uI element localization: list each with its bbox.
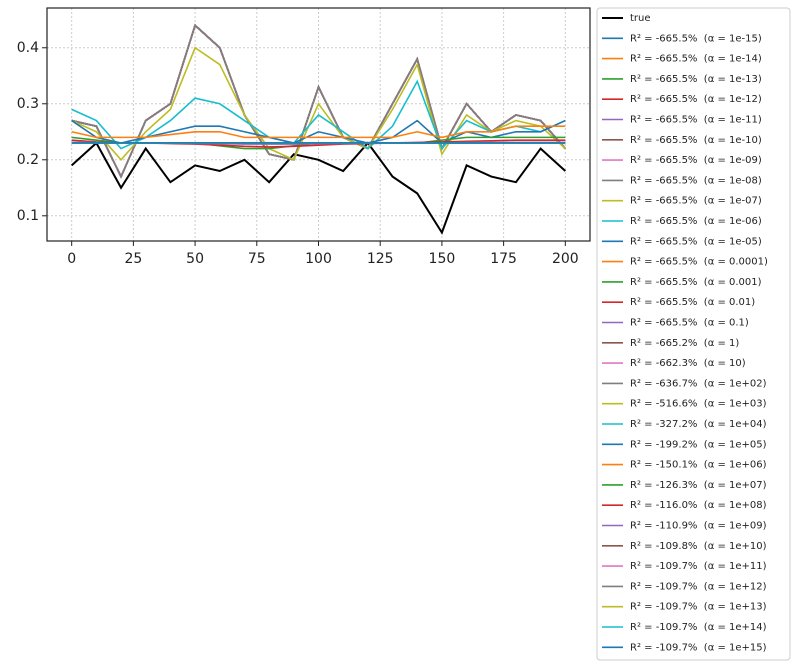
x-tick-label: 100 bbox=[305, 251, 332, 267]
legend-label: R² = -109.7% (α = 1e+12) bbox=[630, 581, 767, 592]
y-tick-label: 0.1 bbox=[17, 208, 39, 224]
legend-label: R² = -665.5% (α = 1e-10) bbox=[630, 135, 762, 146]
legend-label: R² = -636.7% (α = 1e+02) bbox=[630, 378, 767, 389]
legend-label: R² = -665.5% (α = 1e-09) bbox=[630, 155, 762, 166]
legend-label: R² = -665.5% (α = 0.1) bbox=[630, 318, 749, 329]
series-line bbox=[71, 125, 566, 139]
legend-label: R² = -109.8% (α = 1e+10) bbox=[630, 541, 767, 552]
legend-label: R² = -109.7% (α = 1e+14) bbox=[630, 622, 767, 633]
y-tick-label: 0.2 bbox=[17, 152, 39, 168]
legend-label: R² = -327.2% (α = 1e+04) bbox=[630, 419, 767, 430]
legend-label: R² = -665.5% (α = 1e-06) bbox=[630, 216, 762, 227]
legend-label: R² = -665.2% (α = 1) bbox=[630, 338, 739, 349]
legend-label: R² = -665.5% (α = 0.0001) bbox=[630, 257, 768, 268]
series-line bbox=[71, 119, 566, 144]
x-tick-label: 125 bbox=[367, 251, 394, 267]
legend-label: R² = -665.5% (α = 0.001) bbox=[630, 277, 762, 288]
series-line bbox=[71, 79, 566, 151]
series-line bbox=[71, 46, 566, 161]
y-tick-label: 0.4 bbox=[17, 40, 39, 56]
x-tick-label: 175 bbox=[490, 251, 517, 267]
legend-label: R² = -665.5% (α = 1e-14) bbox=[630, 54, 762, 65]
legend-label: R² = -665.5% (α = 1e-11) bbox=[630, 115, 762, 126]
x-tick-label: 50 bbox=[186, 251, 204, 267]
legend-label: R² = -665.5% (α = 0.01) bbox=[630, 297, 755, 308]
legend-label: R² = -665.5% (α = 1e-12) bbox=[630, 94, 762, 105]
legend-label: R² = -516.6% (α = 1e+03) bbox=[630, 399, 767, 410]
legend-label: R² = -665.5% (α = 1e-07) bbox=[630, 196, 762, 207]
legend-label: R² = -116.0% (α = 1e+08) bbox=[630, 500, 767, 511]
series-line bbox=[71, 141, 566, 235]
legend-label: R² = -126.3% (α = 1e+07) bbox=[630, 480, 767, 491]
legend-label: R² = -109.7% (α = 1e+15) bbox=[630, 642, 767, 653]
x-tick-label: 75 bbox=[248, 251, 266, 267]
legend-label: R² = -109.7% (α = 1e+13) bbox=[630, 602, 767, 613]
legend-label: R² = -665.5% (α = 1e-15) bbox=[630, 33, 762, 44]
x-tick-label: 0 bbox=[67, 251, 76, 267]
plot-frame bbox=[46, 7, 591, 242]
legend-label: R² = -665.5% (α = 1e-05) bbox=[630, 236, 762, 247]
legend-label: R² = -199.2% (α = 1e+05) bbox=[630, 439, 767, 450]
x-tick-label: 150 bbox=[429, 251, 456, 267]
legend-label: true bbox=[630, 13, 651, 24]
legend-label: R² = -109.7% (α = 1e+11) bbox=[630, 561, 767, 572]
legend-label: R² = -665.5% (α = 1e-08) bbox=[630, 175, 762, 186]
legend-label: R² = -150.1% (α = 1e+06) bbox=[630, 460, 767, 471]
x-tick-label: 200 bbox=[552, 251, 579, 267]
series-line bbox=[71, 23, 566, 179]
legend-label: R² = -662.3% (α = 10) bbox=[630, 358, 746, 369]
legend-label: R² = -665.5% (α = 1e-13) bbox=[630, 74, 762, 85]
legend-label: R² = -110.9% (α = 1e+09) bbox=[630, 521, 767, 532]
y-tick-label: 0.3 bbox=[17, 96, 39, 112]
legend-box bbox=[596, 7, 791, 661]
x-tick-label: 25 bbox=[124, 251, 142, 267]
